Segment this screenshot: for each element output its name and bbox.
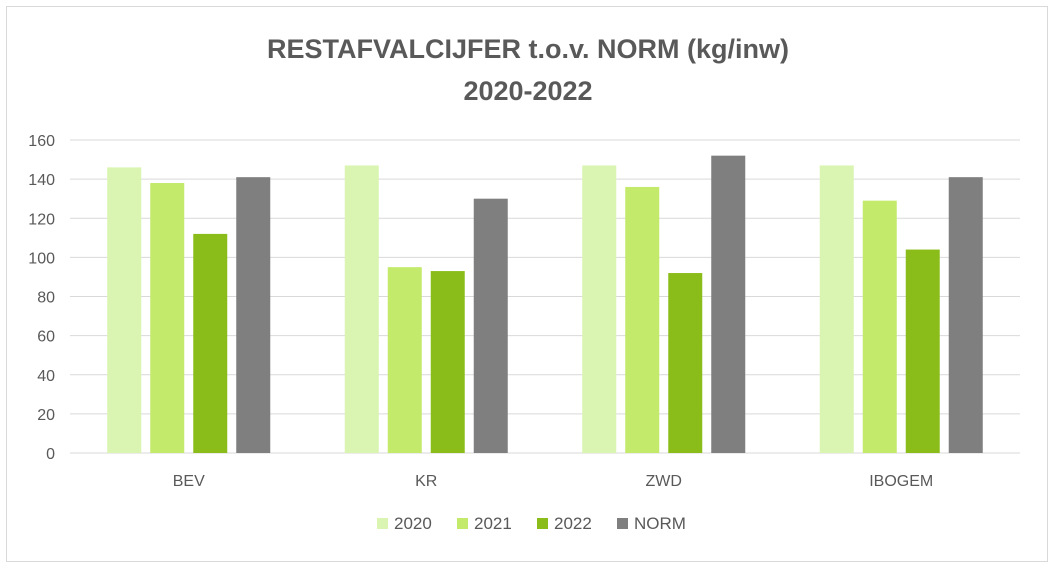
bar-norm-ibogem [948,177,983,453]
y-tick-label: 100 [28,250,55,267]
gridlines [70,139,1020,454]
y-tick-label: 60 [37,329,55,346]
x-tick-label: KR [415,473,437,490]
bar-2022-kr [430,271,465,453]
y-tick-label: 40 [37,368,55,385]
x-axis-ticks: BEV KR ZWD IBOGEM [173,473,934,490]
legend-swatch [457,518,468,529]
bar-2022-zwd [668,273,703,453]
bar-norm-bev [236,177,271,453]
bar-2021-bev [150,183,185,453]
bar-2022-bev [193,233,228,453]
legend-swatch [617,518,628,529]
bar-2021-kr [387,267,422,453]
bar-2020-kr [344,165,379,453]
legend-swatch [377,518,388,529]
y-tick-label: 80 [37,290,55,307]
y-tick-label: 0 [46,446,55,463]
bar-2022-ibogem [905,249,940,453]
bars [107,155,983,453]
legend-label: 2022 [554,514,592,533]
x-tick-label: BEV [173,473,205,490]
legend-swatch [537,518,548,529]
x-tick-label: ZWD [646,473,682,490]
y-axis-ticks: 0 20 40 60 80 100 120 140 160 [28,133,55,463]
legend: 2020 2021 2022 NORM [377,514,686,533]
bar-norm-zwd [711,155,746,453]
chart-title: RESTAFVALCIJFER t.o.v. NORM (kg/inw) [267,34,789,64]
bar-norm-kr [473,198,508,453]
legend-label: NORM [634,514,686,533]
bar-2020-ibogem [819,165,854,453]
y-tick-label: 120 [28,211,55,228]
bar-2021-zwd [625,186,660,453]
bar-2020-bev [107,167,142,453]
bar-2021-ibogem [862,200,897,453]
y-tick-label: 20 [37,407,55,424]
bar-2020-zwd [582,165,617,453]
y-tick-label: 160 [28,133,55,150]
y-tick-label: 140 [28,172,55,189]
x-tick-label: IBOGEM [869,473,933,490]
legend-label: 2020 [394,514,432,533]
chart-subtitle: 2020-2022 [463,76,593,106]
legend-label: 2021 [474,514,512,533]
